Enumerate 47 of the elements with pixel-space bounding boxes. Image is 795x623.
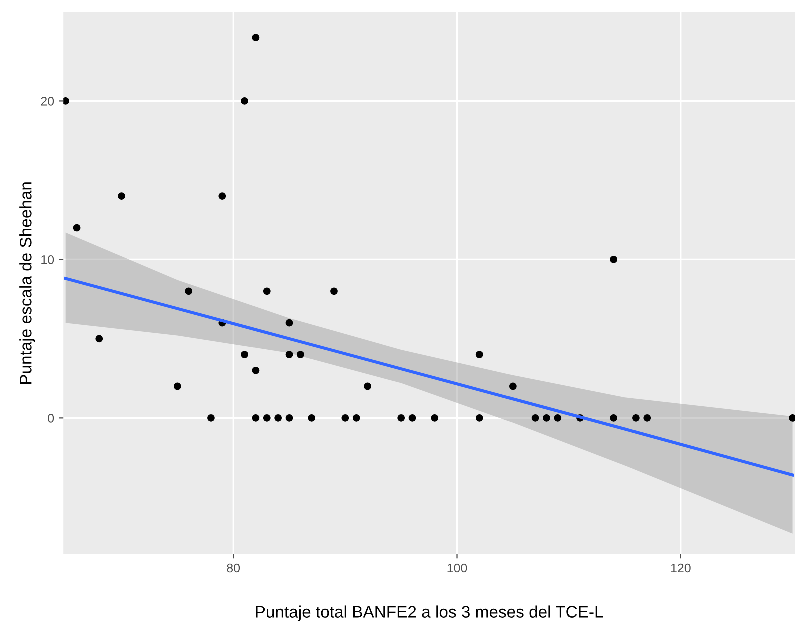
y-tick-label: 10 xyxy=(42,255,54,264)
y-tick-label: 0 xyxy=(48,414,54,423)
point xyxy=(364,382,372,390)
point xyxy=(431,414,439,422)
point xyxy=(118,192,126,200)
point xyxy=(476,351,484,358)
point xyxy=(286,351,294,358)
x-tick-label: 80 xyxy=(227,564,240,573)
point xyxy=(610,256,618,264)
point xyxy=(241,351,248,358)
x-tick-label: 120 xyxy=(671,564,691,573)
point xyxy=(218,192,226,200)
point xyxy=(241,98,248,105)
point xyxy=(286,319,294,327)
point xyxy=(342,414,350,422)
point xyxy=(185,288,193,296)
point xyxy=(174,382,182,390)
y-axis-title: Puntaje escala de Sheehan xyxy=(20,182,36,384)
x-axis-title: Puntaje total BANFE2 a los 3 meses del TCE-L xyxy=(256,606,604,622)
point xyxy=(554,414,562,422)
point xyxy=(252,366,260,374)
point xyxy=(543,414,550,422)
x-tick-label: 100 xyxy=(448,564,468,573)
point xyxy=(96,335,104,343)
point xyxy=(286,414,294,422)
point xyxy=(532,414,540,422)
point xyxy=(64,98,70,105)
point xyxy=(297,351,304,358)
point xyxy=(330,288,338,296)
point xyxy=(263,414,271,422)
point xyxy=(263,288,271,296)
y-tick-label: 20 xyxy=(41,97,54,106)
point xyxy=(610,414,618,422)
point xyxy=(352,414,360,422)
point xyxy=(476,414,484,422)
point xyxy=(644,414,652,422)
point xyxy=(252,414,260,422)
point xyxy=(398,414,406,422)
point xyxy=(632,414,640,422)
line-series xyxy=(64,277,794,477)
point xyxy=(252,34,260,42)
point xyxy=(208,414,215,422)
point xyxy=(308,414,316,422)
point xyxy=(274,414,282,422)
point xyxy=(73,224,81,232)
point xyxy=(510,382,517,390)
point xyxy=(408,414,416,422)
